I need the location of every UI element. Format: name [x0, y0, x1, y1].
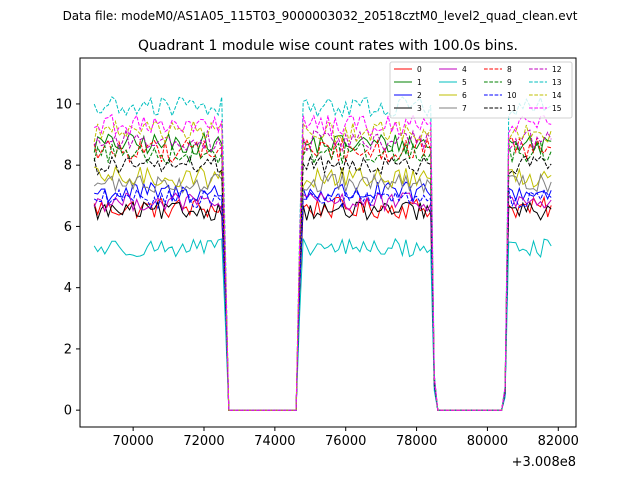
x-tick-label: 76000: [325, 434, 366, 449]
series-line-11: [93, 154, 552, 411]
legend-label-1: 1: [417, 78, 422, 87]
series-layer: [93, 96, 552, 411]
axes-frame: [79, 57, 577, 428]
legend-label-2: 2: [417, 91, 422, 100]
legend-label-3: 3: [417, 104, 422, 113]
series-line-2: [94, 181, 552, 411]
y-tick-label: 2: [64, 342, 72, 357]
series-line-5: [93, 237, 552, 411]
series-line-15: [93, 113, 552, 411]
legend-label-9: 9: [507, 78, 512, 87]
series-line-10: [93, 187, 552, 411]
y-tick-label: 0: [64, 404, 72, 419]
legend-label-5: 5: [462, 78, 467, 87]
legend-label-15: 15: [552, 104, 562, 113]
x-tick-label: 78000: [396, 434, 437, 449]
legend-label-0: 0: [417, 65, 422, 74]
legend-label-4: 4: [462, 65, 467, 74]
x-tick-label: 70000: [112, 434, 153, 449]
legend-box: [389, 61, 573, 119]
series-line-8: [93, 135, 552, 411]
x-tick-label: 80000: [467, 434, 508, 449]
y-tick-label: 10: [55, 97, 72, 112]
legend-label-8: 8: [507, 65, 512, 74]
legend-label-12: 12: [552, 65, 562, 74]
legend-label-13: 13: [552, 78, 562, 87]
legend-label-14: 14: [552, 91, 562, 100]
legend-label-11: 11: [507, 104, 517, 113]
series-line-13: [93, 96, 552, 411]
chart-title: Quadrant 1 module wise count rates with …: [138, 38, 518, 54]
x-axis: 70000 72000 74000 76000 78000 80000 82000: [112, 427, 579, 449]
x-tick-label: 74000: [254, 434, 295, 449]
y-tick-label: 4: [64, 281, 72, 296]
y-tick-label: 6: [64, 220, 72, 235]
y-axis: 0 2 4 6 8 10: [55, 97, 80, 419]
x-offset-label: +3.008e8: [512, 455, 576, 470]
series-line-12: [93, 129, 552, 411]
y-tick-label: 8: [64, 159, 72, 174]
legend-label-10: 10: [507, 91, 517, 100]
suptitle: Data file: modeM0/AS1A05_115T03_90000030…: [63, 9, 578, 23]
series-line-0: [93, 195, 552, 411]
x-tick-label: 72000: [183, 434, 224, 449]
series-line-3: [93, 200, 552, 411]
series-line-1: [93, 131, 552, 411]
x-tick-label: 82000: [538, 434, 579, 449]
series-line-4: [93, 192, 552, 411]
legend-label-7: 7: [462, 104, 467, 113]
legend-label-6: 6: [462, 91, 467, 100]
